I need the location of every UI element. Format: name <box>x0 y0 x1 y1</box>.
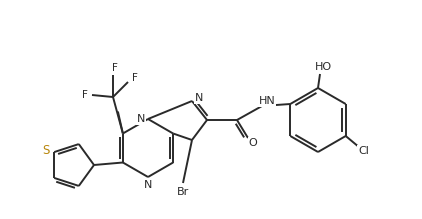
Text: F: F <box>112 63 118 73</box>
Text: N: N <box>137 114 145 124</box>
Text: N: N <box>144 180 152 190</box>
Text: N: N <box>195 93 203 103</box>
Text: HO: HO <box>314 62 332 72</box>
Text: Br: Br <box>177 187 189 197</box>
Text: O: O <box>249 138 257 148</box>
Text: Cl: Cl <box>358 146 369 156</box>
Text: HN: HN <box>259 96 276 106</box>
Text: S: S <box>43 144 50 157</box>
Text: F: F <box>82 90 88 100</box>
Text: F: F <box>132 73 138 83</box>
